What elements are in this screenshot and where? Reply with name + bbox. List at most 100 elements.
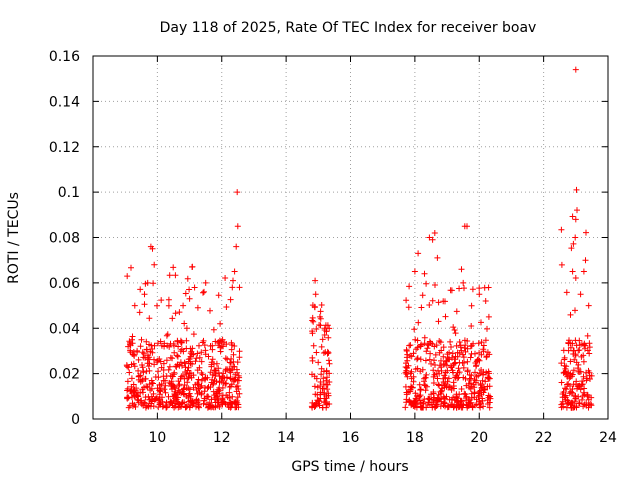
data-point (192, 358, 199, 365)
data-point (415, 319, 422, 326)
data-point (309, 371, 315, 378)
data-point (163, 404, 170, 411)
data-point-outlier (421, 270, 428, 277)
data-point (311, 303, 318, 310)
data-point-outlier (429, 236, 436, 243)
data-point (313, 375, 320, 382)
y-tick-label: 0 (71, 412, 80, 428)
data-point (431, 394, 438, 401)
data-point (184, 367, 191, 374)
data-point (573, 342, 580, 349)
data-point (135, 376, 142, 383)
data-point (156, 396, 163, 402)
data-point (450, 379, 457, 386)
data-point (229, 284, 236, 291)
data-point (422, 357, 429, 364)
data-point (157, 385, 164, 392)
data-point (198, 382, 205, 389)
data-point (170, 382, 177, 389)
data-point (224, 356, 231, 363)
data-point (469, 286, 476, 293)
data-point (458, 347, 465, 354)
y-axis-label: ROTI / TECUs (6, 192, 22, 284)
data-point (417, 356, 424, 363)
data-point (175, 382, 182, 389)
data-point (468, 302, 475, 309)
data-point (442, 369, 449, 376)
data-point (584, 332, 591, 339)
data-point (454, 369, 461, 376)
x-tick-label: 18 (406, 430, 424, 446)
data-point (315, 359, 322, 366)
data-point-outlier (201, 288, 207, 295)
data-point (558, 226, 565, 233)
data-point (190, 384, 197, 391)
data-point (452, 330, 459, 337)
data-point (148, 385, 155, 392)
data-point (459, 401, 466, 408)
data-point (452, 396, 458, 403)
y-tick-label: 0.16 (49, 49, 80, 65)
data-point (131, 387, 138, 394)
data-point-outlier (577, 291, 584, 298)
data-point (144, 384, 151, 391)
data-point (182, 290, 189, 297)
data-point (446, 396, 453, 403)
data-point (151, 342, 158, 349)
data-point (124, 395, 131, 402)
data-point (146, 367, 153, 374)
x-axis-label: GPS time / hours (291, 459, 408, 475)
data-point (430, 389, 437, 395)
data-point (201, 342, 208, 349)
data-points (123, 66, 595, 411)
data-point-outlier (141, 291, 148, 298)
data-point (441, 394, 448, 401)
data-point (194, 304, 201, 311)
data-point (311, 383, 318, 390)
data-point (570, 381, 577, 388)
data-point (313, 401, 320, 407)
data-point (484, 325, 490, 332)
data-point (134, 347, 141, 354)
data-point (459, 360, 466, 366)
data-point (204, 393, 211, 400)
data-point (196, 404, 202, 411)
data-point-outlier (572, 234, 579, 241)
data-point (317, 322, 324, 329)
data-point (467, 385, 474, 392)
data-point (417, 386, 424, 393)
data-point (467, 375, 474, 382)
data-point (170, 264, 177, 271)
data-point (220, 343, 227, 350)
data-point (227, 383, 234, 390)
data-point (423, 280, 430, 287)
data-point (442, 380, 449, 387)
data-point (174, 389, 181, 396)
data-point-outlier (144, 279, 151, 286)
data-point (202, 384, 208, 391)
data-point (440, 298, 447, 305)
data-point (189, 263, 196, 270)
data-point-outlier (476, 291, 483, 298)
data-point (167, 400, 174, 407)
data-point (222, 380, 229, 387)
data-point (196, 342, 202, 349)
data-point (437, 339, 444, 346)
data-point (483, 353, 490, 360)
data-point (464, 368, 471, 375)
data-point (177, 375, 184, 382)
data-point (158, 364, 165, 371)
data-point (464, 358, 471, 365)
data-point-outlier (569, 268, 576, 275)
data-point (309, 314, 316, 321)
data-point (151, 361, 158, 368)
data-point (558, 404, 565, 411)
data-point (172, 272, 179, 279)
data-point (476, 392, 483, 399)
data-point (164, 331, 171, 338)
data-point (212, 404, 219, 411)
data-point (319, 336, 326, 343)
data-point (479, 377, 486, 384)
data-point (171, 349, 178, 356)
data-point (234, 377, 241, 384)
